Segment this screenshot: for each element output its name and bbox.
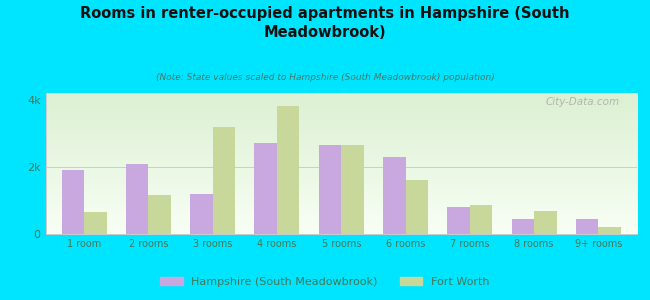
Bar [84,212,107,234]
Bar [406,180,428,234]
Bar [470,206,492,234]
Bar [599,227,621,234]
Bar [190,194,213,234]
Legend: Hampshire (South Meadowbrook), Fort Worth: Hampshire (South Meadowbrook), Fort Wort… [156,273,494,291]
Bar [213,127,235,234]
Bar [277,106,300,234]
Bar [62,170,84,234]
Text: City-Data.com: City-Data.com [545,97,619,107]
Bar [576,219,599,234]
Text: Rooms in renter-occupied apartments in Hampshire (South
Meadowbrook): Rooms in renter-occupied apartments in H… [80,6,570,40]
Bar [254,143,277,234]
Bar [148,195,171,234]
Bar [318,145,341,234]
Bar [534,211,556,234]
Bar [383,157,406,234]
Bar [447,207,470,234]
Text: (Note: State values scaled to Hampshire (South Meadowbrook) population): (Note: State values scaled to Hampshire … [155,74,495,82]
Bar [512,219,534,234]
Bar [341,145,364,234]
Bar [126,164,148,234]
